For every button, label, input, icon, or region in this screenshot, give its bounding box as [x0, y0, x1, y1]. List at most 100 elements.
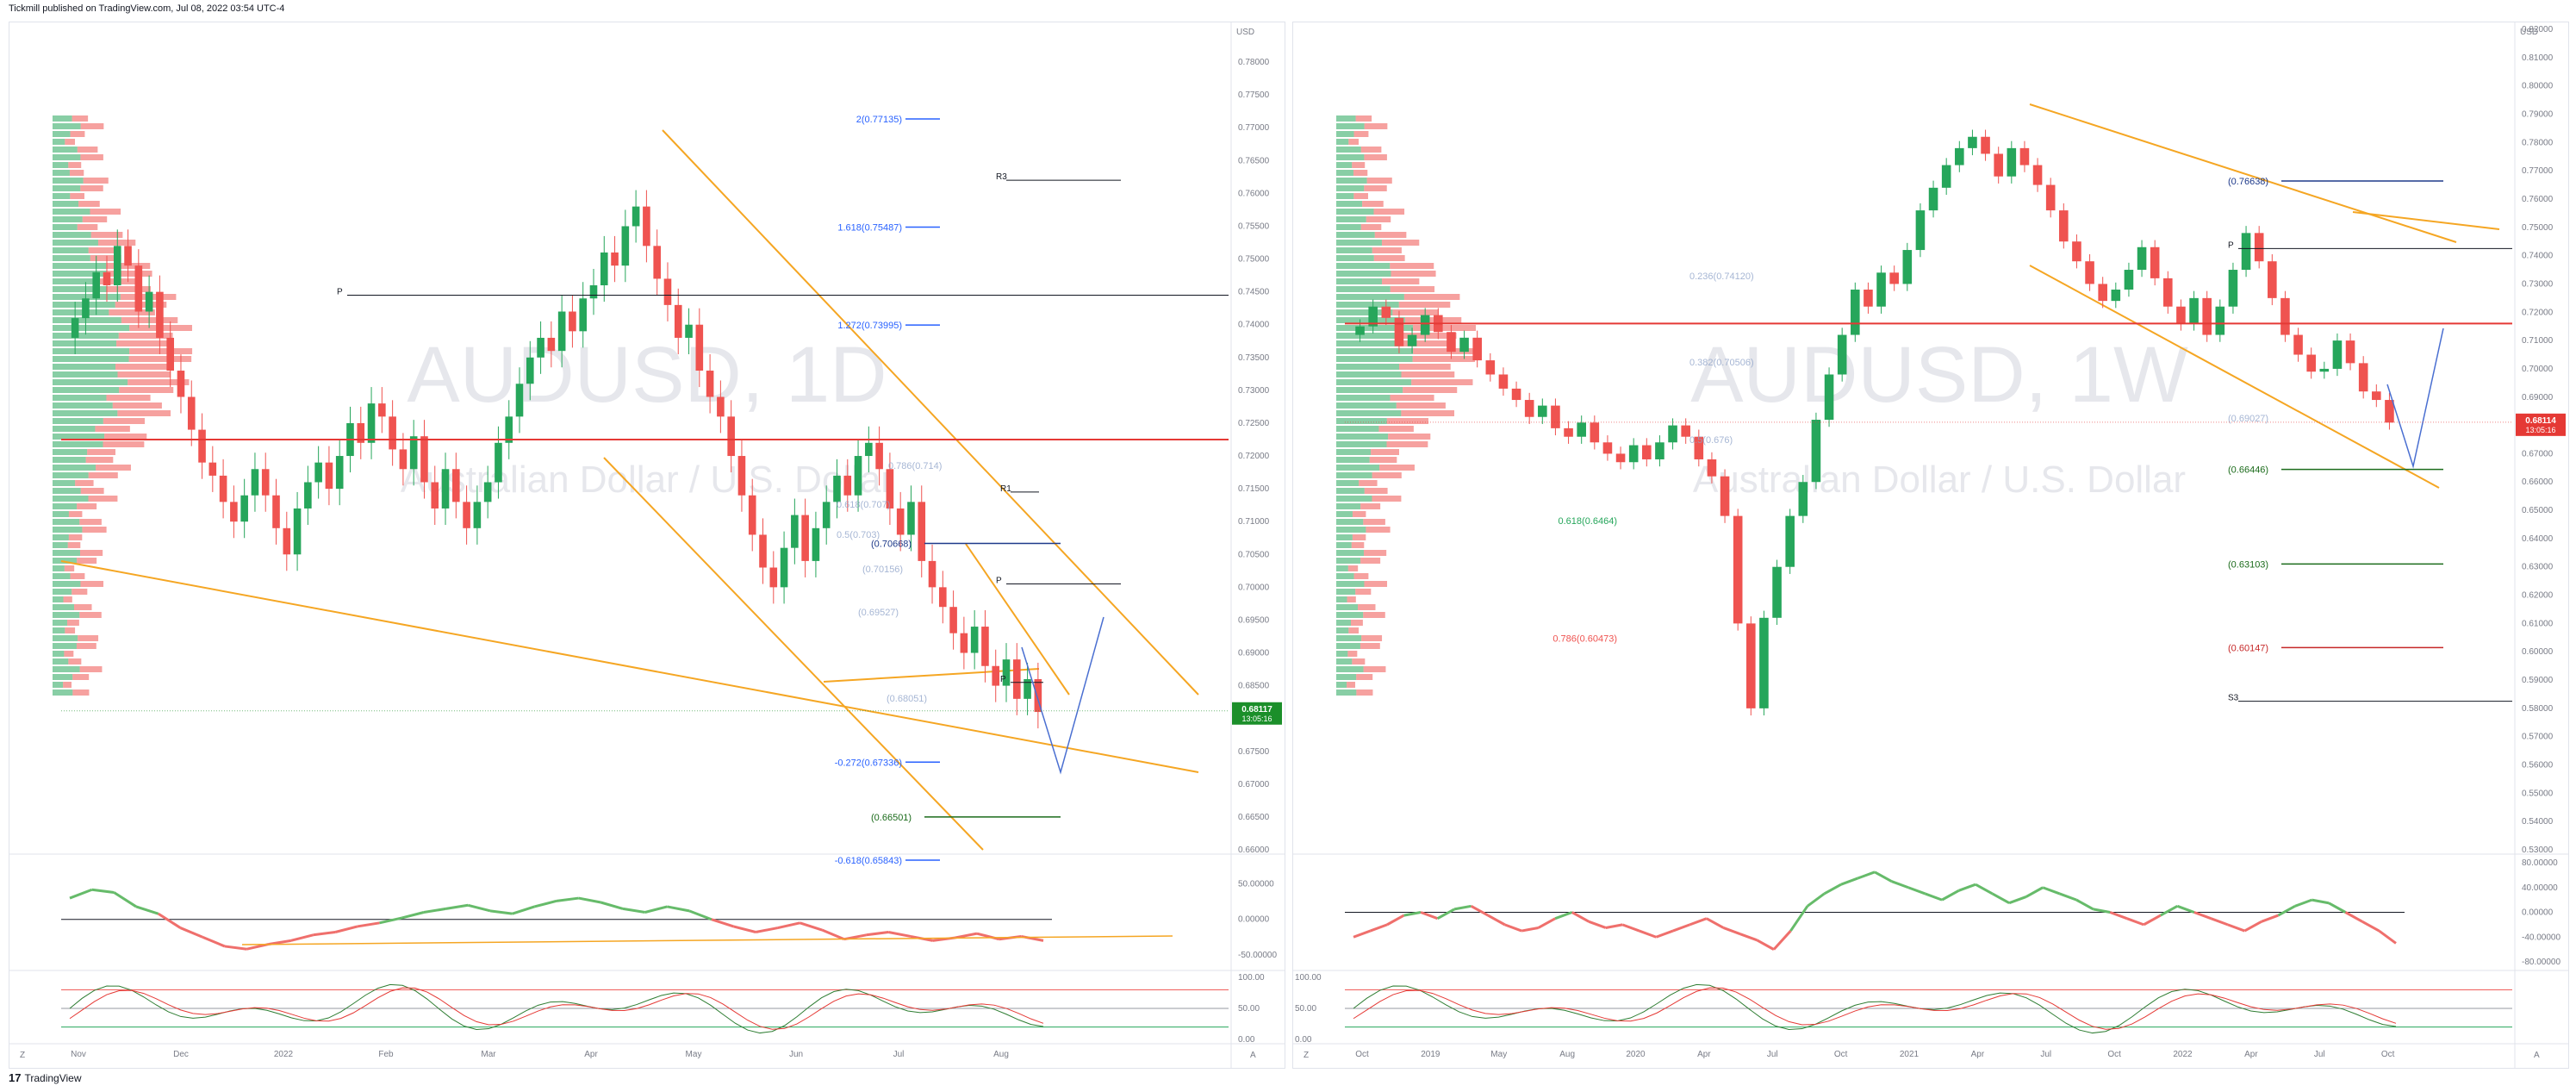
- x-tick-label: Nov: [71, 1050, 86, 1059]
- candle-body: [1851, 290, 1860, 335]
- candle-body: [2124, 270, 2134, 290]
- volume-profile-bar: [1348, 139, 1360, 145]
- candle-body: [441, 469, 450, 509]
- weekly-chart-svg[interactable]: USD AUDUSD, 1W Australian Dollar / U.S. Do…: [1293, 22, 2568, 1068]
- volume-profile-bar: [65, 627, 76, 633]
- volume-profile-bar: [1411, 379, 1473, 385]
- candle-body: [1668, 425, 1677, 443]
- pivot-label: P: [1000, 675, 1006, 684]
- oscillator-line: [2344, 911, 2363, 923]
- y-tick-label: 0.77500: [1238, 90, 1270, 100]
- tradingview-branding[interactable]: 17 TradingView: [9, 1071, 82, 1084]
- candle-body: [145, 291, 153, 312]
- osc-tick-label: 40.00000: [2522, 883, 2558, 893]
- volume-profile-bar: [53, 472, 89, 478]
- y-tick-label: 0.59000: [2522, 676, 2554, 685]
- volume-profile-bar: [1379, 465, 1415, 471]
- candle-body: [2332, 340, 2343, 369]
- fib-level-label: 0.618(0.6464): [1559, 516, 1618, 527]
- daily-chart-svg[interactable]: USD AUDUSD, 1D Australian Dollar / U.S. Do…: [9, 22, 1285, 1068]
- volume-profile-bar: [1336, 542, 1352, 548]
- volume-profile-bar: [53, 371, 118, 378]
- volume-profile-bar: [53, 511, 69, 517]
- volume-profile-bar: [1336, 441, 1387, 447]
- oscillator-line: [1857, 870, 1876, 880]
- volume-profile-bar: [1353, 131, 1369, 137]
- oscillator-line: [2160, 904, 2179, 917]
- oscillator-line: [2210, 917, 2229, 927]
- volume-profile-bar: [1374, 232, 1407, 238]
- x-tick-label: Jun: [789, 1050, 803, 1059]
- volume-profile-bar: [78, 635, 99, 641]
- volume-profile-bar: [1403, 387, 1458, 393]
- y-tick-label: 0.68500: [1238, 682, 1270, 691]
- candle-body: [1681, 425, 1690, 437]
- chart-panel-daily[interactable]: USD AUDUSD, 1D Australian Dollar / U.S. Do…: [9, 22, 1285, 1069]
- y-tick-label: 0.69000: [2522, 393, 2554, 402]
- volume-profile-bar: [70, 573, 85, 579]
- oscillator-line: [1537, 917, 1556, 929]
- oscillator-line: [800, 921, 823, 932]
- volume-profile-bar: [53, 573, 71, 579]
- volume-profile-bar: [1366, 527, 1391, 533]
- oscillator-line: [401, 911, 425, 920]
- trend-channel-line: [603, 457, 984, 851]
- volume-profile-bar: [53, 247, 89, 253]
- oscillator-line: [135, 905, 159, 915]
- y-tick-label: 0.58000: [2522, 704, 2554, 714]
- candle-body: [1642, 445, 1652, 459]
- volume-profile-bar: [53, 581, 81, 587]
- volume-profile-bar: [1364, 154, 1387, 160]
- y-tick-label: 0.74000: [2522, 252, 2554, 261]
- chart-panel-weekly[interactable]: USD AUDUSD, 1W Australian Dollar / U.S. Do…: [1292, 22, 2569, 1069]
- volume-profile-bar: [1352, 162, 1366, 168]
- y-tick-label: 0.77000: [2522, 166, 2554, 176]
- x-tick-label: Apr: [1971, 1050, 1985, 1059]
- oscillator-line: [2328, 902, 2347, 914]
- candle-body: [1955, 147, 1964, 165]
- tradingview-logo-icon: 17: [9, 1071, 22, 1084]
- volume-profile-bar: [1364, 123, 1388, 129]
- candle-body: [611, 252, 619, 266]
- volume-profile-bar: [53, 309, 109, 315]
- candle-body: [2228, 270, 2238, 307]
- fib-level-label: -0.272(0.67336): [835, 758, 902, 768]
- volume-profile-bar: [53, 658, 69, 665]
- auto-scale-button: A: [2534, 1051, 2540, 1060]
- volume-profile-bar: [53, 325, 130, 331]
- y-tick-label: 0.79000: [2522, 109, 2554, 119]
- candle-body: [1798, 482, 1808, 516]
- volume-profile-bar: [80, 185, 103, 191]
- candle-body: [748, 495, 756, 535]
- pivot-label: R3: [996, 172, 1007, 182]
- y-tick-label: 0.72000: [1238, 452, 1270, 461]
- volume-profile-bar: [1336, 379, 1412, 385]
- candle-body: [1994, 153, 2003, 177]
- osc-tick-label: -50.00000: [1238, 951, 1277, 960]
- volume-profile-bar: [1336, 402, 1397, 409]
- candle-body: [589, 285, 598, 299]
- volume-profile-bar: [1364, 185, 1387, 191]
- oscillator-line: [2378, 929, 2397, 945]
- candle-body: [1811, 420, 1821, 483]
- oscillator-line: [113, 891, 137, 908]
- oscillator-line: [2075, 898, 2094, 911]
- volume-profile-bar: [1336, 534, 1353, 540]
- candle-body: [1590, 422, 1600, 443]
- candle-body: [219, 475, 227, 502]
- volume-profile-bar: [69, 170, 84, 176]
- candle-body: [1824, 374, 1834, 421]
- volume-profile-bar: [1336, 550, 1364, 556]
- volume-profile-bar: [53, 356, 129, 362]
- candle-body: [1472, 337, 1482, 361]
- volume-profile-bar: [1336, 278, 1383, 284]
- volume-profile-bar: [104, 434, 147, 440]
- y-tick-label: 0.80000: [2522, 82, 2554, 91]
- volume-profile-bar: [1412, 356, 1476, 362]
- volume-profile-bar: [53, 278, 99, 284]
- oscillator-line: [1655, 929, 1674, 939]
- oscillator-line: [1621, 923, 1640, 933]
- y-tick-label: 0.70000: [2522, 365, 2554, 374]
- candle-body: [2202, 297, 2212, 335]
- oscillator-line: [887, 931, 912, 938]
